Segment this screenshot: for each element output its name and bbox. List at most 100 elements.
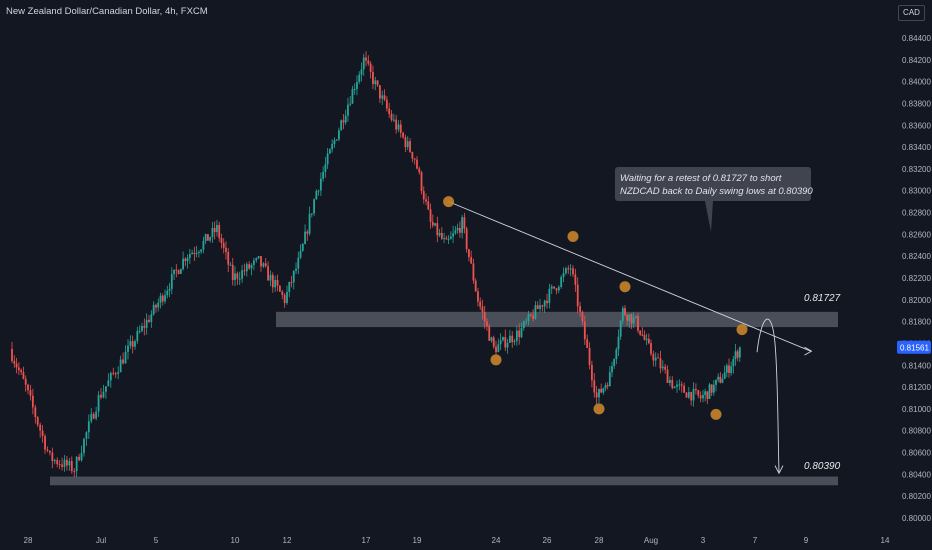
candle-body (209, 237, 212, 241)
candle-body (179, 269, 182, 274)
candle-body (376, 80, 379, 86)
candle-body (124, 351, 127, 364)
date-tick-label: 7 (753, 536, 758, 545)
candle-body (664, 366, 667, 370)
candle-body (652, 353, 655, 361)
candle-body (458, 227, 461, 233)
candle-body (56, 459, 59, 465)
candle-body (281, 291, 284, 295)
candle-body (222, 243, 225, 248)
candle-body (413, 158, 416, 160)
candle-body (264, 263, 267, 267)
candle-body (61, 464, 63, 467)
candle-body (95, 411, 98, 419)
candle-body (730, 366, 733, 374)
candle-body (497, 344, 500, 353)
candle-body (576, 284, 579, 307)
candle-body (253, 260, 255, 265)
price-tick-label: 0.80200 (902, 492, 931, 501)
candle-body (567, 268, 570, 270)
candle-body (44, 435, 46, 450)
candle-body (308, 213, 311, 234)
candle-body (105, 386, 107, 392)
candle-body (422, 191, 425, 200)
candle-body (513, 340, 516, 343)
candle-body (347, 104, 349, 116)
candle-body (114, 373, 117, 375)
candle-body (534, 305, 537, 319)
candle-body (13, 360, 16, 364)
candle-body (402, 132, 404, 138)
candle-body (539, 305, 541, 310)
candle-body (606, 385, 609, 387)
candle-body (447, 239, 450, 241)
candle-body (463, 217, 466, 229)
candle-body (73, 471, 76, 473)
candle-body (702, 394, 704, 399)
candle-body (425, 199, 427, 202)
candle-body (632, 317, 635, 324)
candle-body (504, 337, 507, 348)
candle-body (468, 249, 470, 258)
candle-body (715, 379, 717, 385)
candle-body (326, 153, 329, 165)
candle-body (532, 315, 534, 319)
candle-body (560, 276, 563, 287)
candle-body (706, 391, 709, 399)
candle-body (168, 289, 171, 291)
candle-body (680, 384, 683, 386)
date-tick-label: Jul (96, 536, 106, 545)
candle-body (669, 379, 671, 384)
candle-body (283, 294, 286, 304)
swing-point-marker (593, 403, 605, 415)
candle-body (197, 251, 200, 253)
candle-body (671, 379, 674, 389)
candle-body (406, 141, 409, 148)
candle-body (148, 319, 150, 322)
candle-body (541, 305, 544, 307)
candle-body (704, 391, 707, 395)
candle-body (409, 141, 411, 153)
candle-body (548, 288, 551, 304)
price-tick-label: 0.83800 (902, 99, 931, 108)
candle-body (369, 63, 372, 72)
candle-body (51, 452, 54, 462)
candle-body (87, 421, 90, 433)
date-tick-label: Aug (644, 536, 658, 545)
candle-body (456, 227, 459, 231)
candle-body (262, 263, 265, 267)
price-tick-label: 0.82000 (902, 296, 931, 305)
candle-body (586, 339, 589, 348)
drawings: Waiting for a retest of 0.81727 to short… (443, 167, 813, 475)
candle-body (712, 384, 715, 393)
candle-body (36, 417, 39, 425)
candle-body (184, 258, 187, 261)
trendline-arrow-icon (804, 346, 813, 356)
candle-body (374, 80, 377, 85)
candle-body (520, 328, 523, 338)
swing-point-marker (567, 231, 579, 243)
candle-body (331, 144, 334, 150)
candle-body (17, 367, 20, 371)
price-tick-label: 0.80600 (902, 449, 931, 458)
price-tick-label: 0.80800 (902, 427, 931, 436)
candle-body (529, 314, 532, 316)
currency-selector[interactable]: CAD (898, 5, 925, 21)
candle-body (695, 388, 697, 391)
candle-body (657, 357, 659, 359)
price-tick-label: 0.83600 (902, 121, 931, 130)
candle-body (304, 231, 306, 244)
candle-body (238, 278, 241, 280)
candle-body (502, 337, 504, 341)
candle-body (333, 140, 336, 145)
candle-body (24, 378, 27, 385)
candle-body (486, 321, 488, 326)
candle-body (90, 413, 93, 422)
date-tick-label: 28 (595, 536, 604, 545)
candle-body (188, 254, 191, 258)
candle-body (191, 252, 194, 255)
candle-body (721, 378, 724, 383)
candle-body (683, 385, 685, 393)
zones: 0.81727 0.80390 (50, 293, 841, 486)
